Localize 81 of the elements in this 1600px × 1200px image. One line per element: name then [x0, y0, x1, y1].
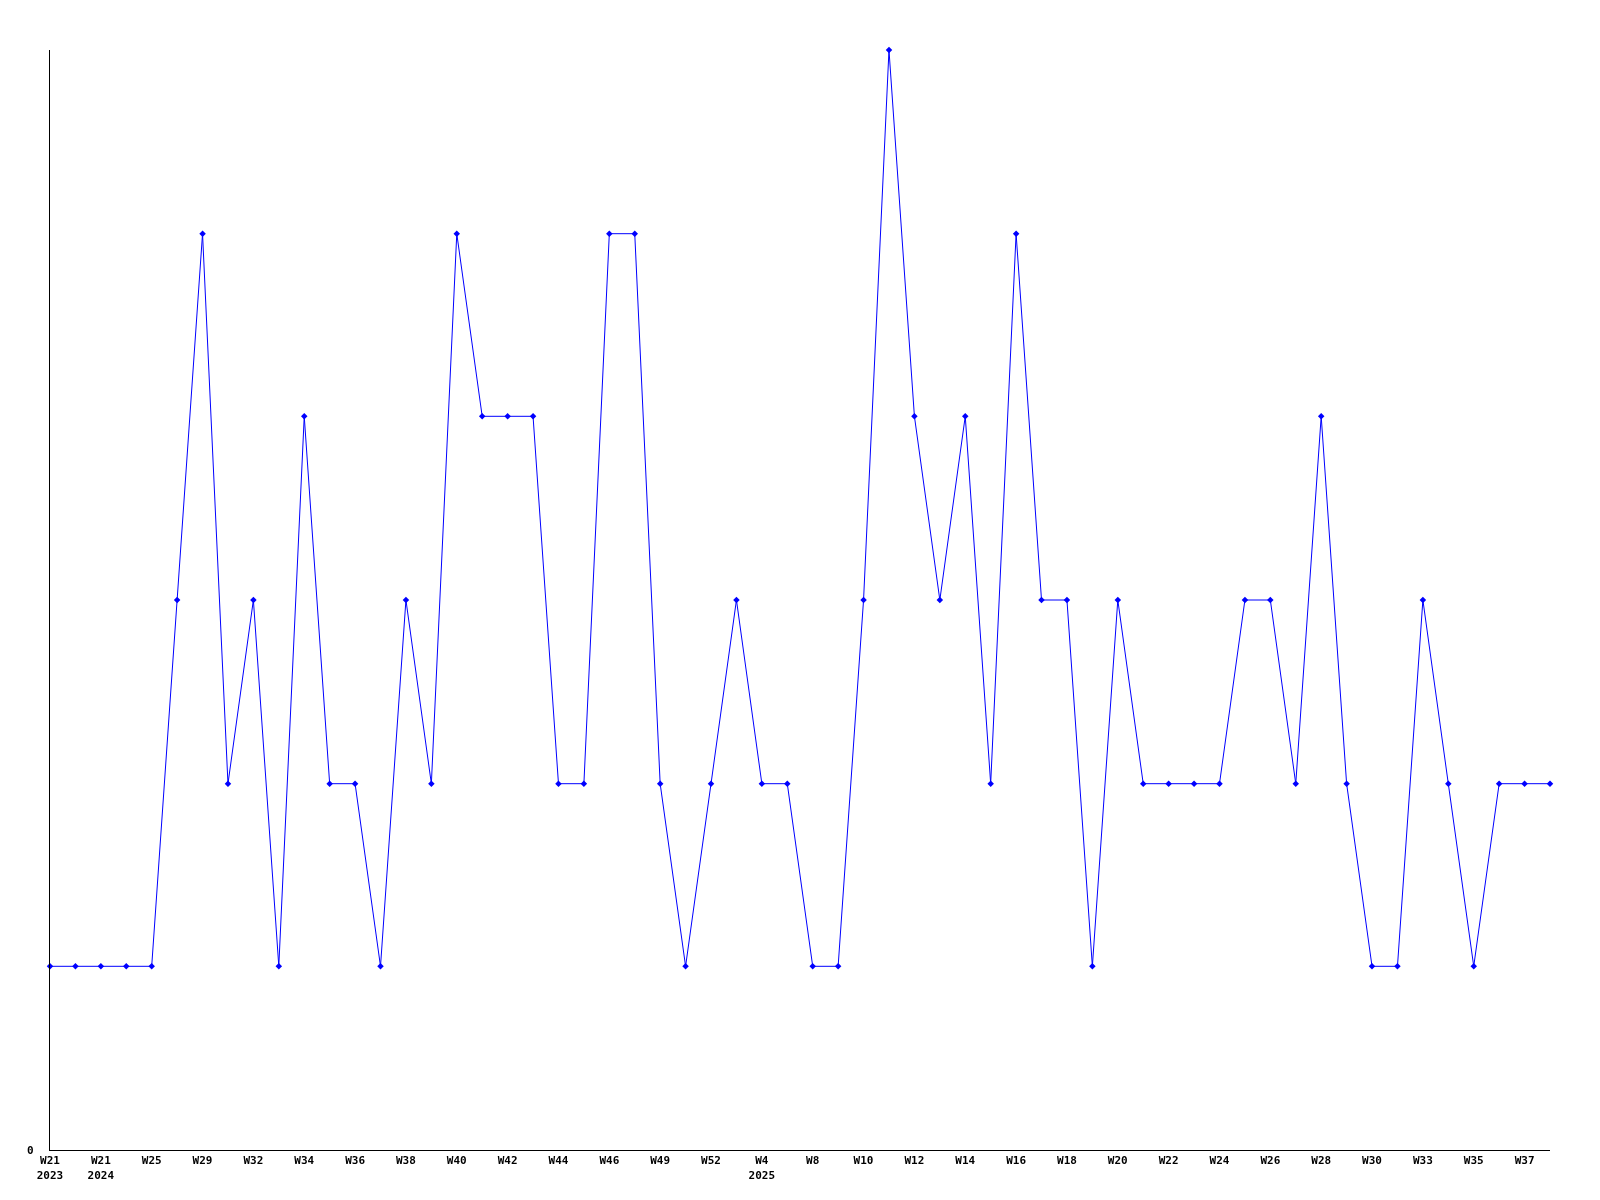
- point: [199, 230, 206, 237]
- point: [1470, 963, 1477, 970]
- point: [1394, 963, 1401, 970]
- point: [834, 963, 842, 970]
- point: [72, 963, 79, 970]
- point: [911, 413, 918, 420]
- point: [962, 413, 969, 420]
- point: [936, 596, 944, 604]
- point: [1292, 780, 1300, 787]
- x-tick-label: W21 2024: [87, 1154, 115, 1182]
- x-tick-label: W20: [1107, 1154, 1128, 1168]
- point: [885, 46, 893, 54]
- point: [758, 780, 766, 787]
- point: [1063, 596, 1071, 604]
- point: [987, 780, 994, 787]
- x-tick-label: W26: [1260, 1154, 1281, 1168]
- point: [428, 780, 435, 787]
- point: [1521, 780, 1528, 787]
- point: [1445, 780, 1452, 787]
- x-tick-label: W46: [599, 1154, 620, 1168]
- point: [1216, 780, 1223, 787]
- point: [631, 230, 638, 237]
- point: [606, 230, 613, 237]
- x-tick-label: W49: [650, 1154, 671, 1168]
- point: [377, 963, 384, 970]
- point: [656, 780, 664, 787]
- point: [504, 413, 511, 420]
- point: [784, 780, 791, 787]
- x-tick-label: W35: [1463, 1154, 1484, 1168]
- x-tick-label: W34: [294, 1154, 315, 1168]
- x-tick-label: W52: [701, 1154, 721, 1168]
- x-tick-label: W42: [497, 1154, 518, 1168]
- x-tick-label: W18: [1057, 1154, 1077, 1168]
- point: [453, 230, 461, 237]
- x-tick-label: W4 2025: [748, 1154, 776, 1182]
- x-tick-label: W37: [1514, 1154, 1535, 1168]
- point: [1241, 596, 1249, 604]
- text: 0: [27, 1144, 34, 1157]
- point: [1012, 230, 1020, 237]
- point: [1419, 596, 1427, 604]
- x-tick-label: W25: [141, 1154, 162, 1168]
- point: [1089, 963, 1096, 970]
- point: [682, 963, 689, 970]
- point: [326, 780, 333, 787]
- point: [1114, 596, 1122, 604]
- point: [148, 963, 155, 970]
- point: [555, 780, 562, 787]
- point: [1317, 413, 1325, 420]
- point: [1165, 780, 1172, 787]
- x-tick-label: W24: [1209, 1154, 1230, 1168]
- x-tick-label: W10: [853, 1154, 874, 1168]
- x-tick-label: W30: [1362, 1154, 1382, 1168]
- x-tick-label: W14: [955, 1154, 976, 1168]
- point: [1343, 780, 1350, 787]
- point: [402, 596, 410, 604]
- point: [1190, 780, 1198, 787]
- point: [809, 963, 816, 970]
- x-tick-label: W21 2023: [36, 1154, 64, 1182]
- x-tick-label: W22: [1158, 1154, 1179, 1168]
- x-tick-label: W33: [1412, 1154, 1433, 1168]
- x-tick-label: W32: [243, 1154, 264, 1168]
- point: [173, 596, 181, 604]
- point: [1139, 780, 1147, 787]
- point: [1495, 780, 1503, 787]
- point: [97, 963, 105, 970]
- x-tick-label: W38: [395, 1154, 416, 1168]
- x-tick-label: W12: [904, 1154, 925, 1168]
- point: [580, 780, 588, 787]
- point: [123, 963, 130, 970]
- x-tick-label: W44: [548, 1154, 569, 1168]
- point: [300, 413, 308, 420]
- x-tick-label: W36: [345, 1154, 366, 1168]
- point: [529, 413, 537, 420]
- x-tick-label: W8: [806, 1154, 820, 1168]
- point: [478, 413, 486, 420]
- point: [275, 963, 283, 970]
- x-tick-label: W40: [446, 1154, 467, 1168]
- x-tick-label: W16: [1006, 1154, 1027, 1168]
- point: [351, 780, 359, 787]
- x-tick-label: W29: [192, 1154, 213, 1168]
- x-tick-label: W28: [1311, 1154, 1332, 1168]
